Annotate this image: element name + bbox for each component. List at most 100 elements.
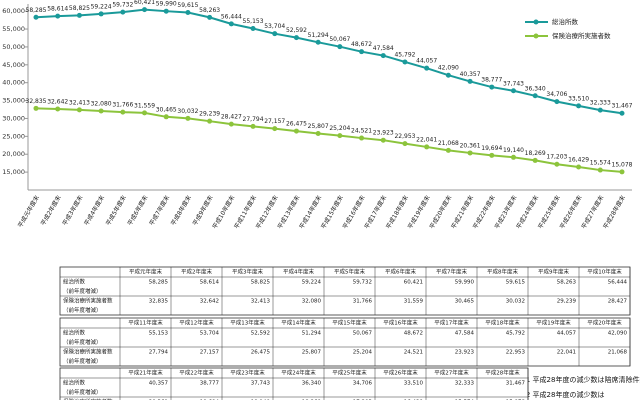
data-label: 32,413 <box>69 99 90 106</box>
row-label: （前年度増減） <box>63 388 102 396</box>
column-header: 平成元年度末 <box>129 268 163 276</box>
point <box>55 13 61 19</box>
column-header: 平成26年度末 <box>383 369 418 377</box>
column-header: 平成25年度末 <box>332 369 367 377</box>
data-label: 26,475 <box>286 121 307 128</box>
table-cell: 56,444 <box>608 279 628 285</box>
legend-swatch <box>533 33 539 39</box>
table-cell: 33,510 <box>404 380 424 386</box>
table-cell: 40,357 <box>149 380 169 386</box>
data-label: 38,777 <box>481 77 502 84</box>
data-label: 32,080 <box>91 101 112 108</box>
point <box>597 167 603 173</box>
point <box>337 44 343 50</box>
data-label: 15,574 <box>590 160 611 167</box>
data-label: 50,067 <box>329 36 350 43</box>
data-label: 58,263 <box>199 7 220 14</box>
point <box>228 121 234 127</box>
row-label: 保険治療所実施者数 <box>63 296 113 304</box>
data-label: 23,923 <box>373 130 394 137</box>
point <box>272 31 278 37</box>
point <box>467 78 473 84</box>
point <box>554 99 560 105</box>
data-label: 55,153 <box>243 18 264 25</box>
data-label: 17,203 <box>546 154 567 161</box>
data-label: 47,584 <box>373 45 394 52</box>
row-label: （前年度増減） <box>63 338 102 346</box>
column-header: 平成2年度末 <box>181 268 212 276</box>
y-tick-label: 30,000 <box>2 114 25 122</box>
column-header: 平成14年度末 <box>281 319 316 327</box>
table-cell: 58,825 <box>251 279 271 285</box>
table-cell: 32,413 <box>251 298 271 304</box>
point <box>315 39 321 45</box>
column-header: 平成23年度末 <box>230 369 265 377</box>
data-label: 19,694 <box>481 145 502 152</box>
data-label: 34,706 <box>546 91 567 98</box>
y-tick-label: 50,000 <box>2 43 25 51</box>
table-cell: 50,067 <box>353 330 373 336</box>
table-cell: 31,766 <box>353 298 373 304</box>
table-cell: 32,835 <box>149 298 169 304</box>
column-header: 平成19年度末 <box>536 319 571 327</box>
row-label: （前年度増減） <box>63 287 102 295</box>
table-cell: 21,068 <box>608 349 628 355</box>
data-label: 58,285 <box>26 7 47 14</box>
data-label: 42,090 <box>438 65 459 72</box>
data-label: 27,794 <box>243 116 264 123</box>
column-header: 平成8年度末 <box>487 268 518 276</box>
point <box>33 14 39 20</box>
table-cell: 25,807 <box>302 349 322 355</box>
point <box>315 130 321 136</box>
table-cell: 23,923 <box>455 349 475 355</box>
data-label: 59,224 <box>91 3 112 10</box>
point <box>207 118 213 124</box>
table-cell: 47,584 <box>455 330 475 336</box>
table-cell: 58,614 <box>200 279 220 285</box>
row-label: 総治所数 <box>63 378 86 386</box>
data-label: 37,743 <box>503 80 524 87</box>
y-tick-label: 15,000 <box>2 168 25 176</box>
table-cell: 55,153 <box>149 330 169 336</box>
data-label: 30,465 <box>156 106 177 113</box>
data-label: 59,615 <box>177 2 198 9</box>
y-tick-label: 60,000 <box>2 7 25 15</box>
table-cell: 59,224 <box>302 279 322 285</box>
data-label: 36,340 <box>525 85 546 92</box>
table-cell: 38,777 <box>200 380 220 386</box>
table-cell: 32,080 <box>302 298 322 304</box>
table-cell: 51,294 <box>302 330 322 336</box>
data-label: 58,825 <box>69 5 90 12</box>
column-header: 平成11年度末 <box>128 319 163 327</box>
table-cell: 32,642 <box>200 298 219 304</box>
point <box>380 137 386 143</box>
table-cell: 37,743 <box>251 380 271 386</box>
data-label: 31,766 <box>112 102 133 109</box>
table-cell: 48,672 <box>404 330 423 336</box>
data-label: 18,269 <box>525 150 546 157</box>
data-label: 31,467 <box>612 103 633 110</box>
point <box>98 108 104 114</box>
point <box>163 8 169 14</box>
column-header: 平成27年度末 <box>434 369 469 377</box>
table-cell: 59,732 <box>353 279 372 285</box>
y-tick-label: 40,000 <box>2 79 25 87</box>
table-cell: 52,592 <box>251 330 270 336</box>
point <box>337 133 343 139</box>
table-cell: 27,157 <box>200 349 220 355</box>
table-cell: 58,263 <box>557 279 577 285</box>
note: ※1 平成28年度の減少数は陪席清除件数(93件)を除くと、▲773SS <box>520 375 640 384</box>
point <box>76 12 82 18</box>
data-label: 44,057 <box>416 58 437 65</box>
data-label: 60,421 <box>134 0 155 6</box>
row-label: 保険治療所実施者数 <box>63 397 113 400</box>
column-header: 平成15年度末 <box>332 319 367 327</box>
table-frame <box>59 317 631 367</box>
point <box>597 107 603 113</box>
legend-label: 保険治療所実施者数 <box>552 31 611 40</box>
row-label: （前年度増減） <box>63 306 102 314</box>
row-label: 総治所数 <box>63 328 86 336</box>
y-tick-label: 25,000 <box>2 132 25 140</box>
legend-swatch <box>533 19 539 25</box>
point <box>250 25 256 31</box>
